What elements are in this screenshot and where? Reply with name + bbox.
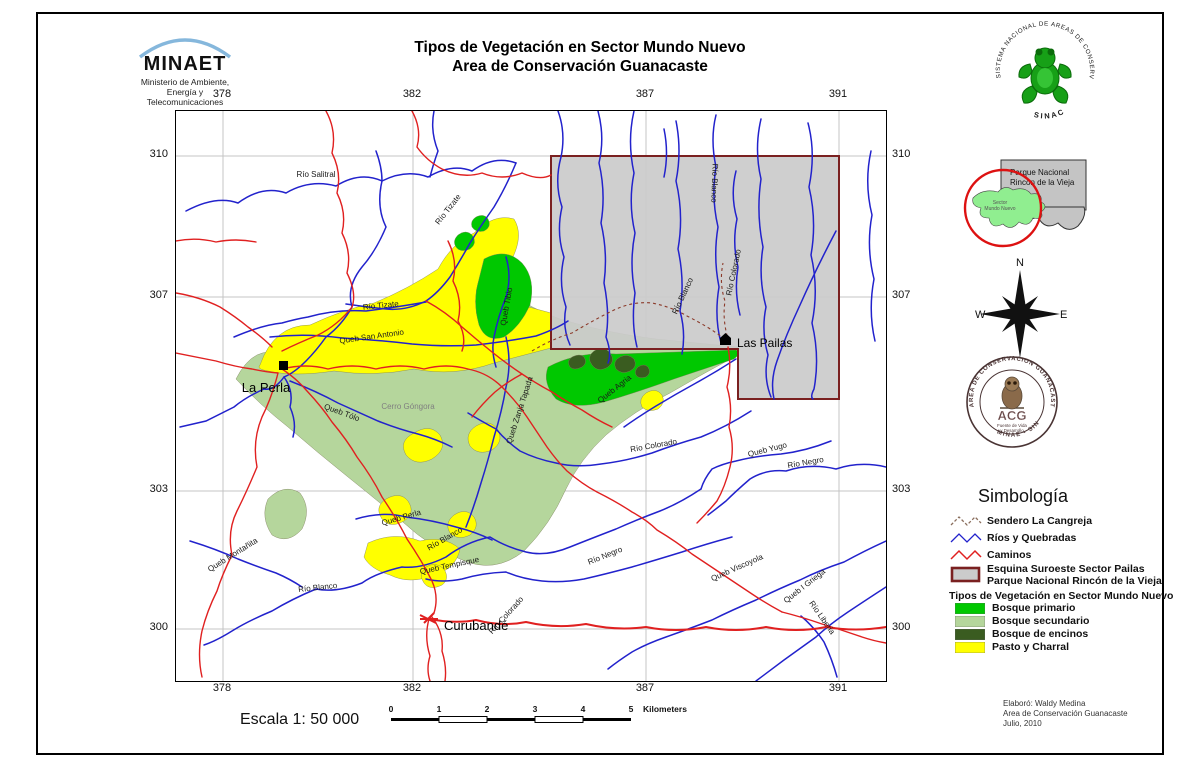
svg-text:3: 3 (533, 704, 538, 714)
scale-text: Escala 1: 50 000 (240, 711, 360, 728)
compass-main-star (980, 270, 1060, 358)
inset-sector-line1: Sector (993, 200, 1008, 206)
inset-locator-map: Parque Nacional Rincón de la Vieja Secto… (953, 146, 1138, 266)
scale-bar-ticks: 0 1 2 3 4 5 (389, 704, 634, 714)
x-tick-bottom-387: 387 (635, 682, 655, 694)
svg-text:1: 1 (437, 704, 442, 714)
scale-bar: 0 1 2 3 4 5 Kilometers (383, 700, 713, 739)
la-perla-label: La Perla (242, 380, 291, 395)
river-label: Río Negro (787, 455, 825, 470)
acg-motto-line2: y Desarrollo (1000, 428, 1024, 433)
y-tick-right-310: 310 (892, 148, 911, 160)
inset-label-line1: Parque Nacional (1010, 168, 1069, 177)
terrain-label: Cerro Góngora (381, 402, 435, 411)
secundario-swatch (955, 615, 985, 627)
la-perla-marker (279, 361, 288, 370)
encinos-swatch (955, 628, 985, 640)
owl-icon (1000, 376, 1024, 410)
x-tick-top-378: 378 (212, 88, 232, 100)
study-area-symbol-icon (950, 566, 981, 583)
river-label: Río Colorado (630, 437, 679, 454)
x-tick-top-382: 382 (402, 88, 422, 100)
veg-item-encinos: Bosque de encinos (955, 628, 1088, 640)
y-tick-left-300: 300 (149, 621, 168, 633)
frog-icon (1018, 47, 1072, 104)
map-canvas: Río Salitral Río Tizate Río Tizate Queb … (175, 110, 887, 682)
legend-item-study-area: Esquina Suroeste Sector Pailas Parque Na… (950, 563, 1162, 587)
vegetation-layer (235, 215, 739, 588)
inset-highlight-circle (963, 168, 1043, 248)
river-label: Queb I Griega (782, 567, 828, 605)
svg-text:5: 5 (629, 704, 634, 714)
x-tick-bottom-382: 382 (402, 682, 422, 694)
sinac-bottom-text: SINAC (1033, 107, 1067, 121)
river-label: Queb Montañita (206, 536, 260, 574)
river-label: Río Salitral (296, 170, 335, 179)
legend-item-rios: Ríos y Quebradas (950, 531, 1076, 545)
inset-label-line2: Rincón de la Vieja (1010, 178, 1075, 187)
legend-item-caminos: Caminos (950, 548, 1031, 562)
road-symbol-icon (950, 549, 982, 561)
svg-text:0: 0 (389, 704, 394, 714)
y-tick-right-300: 300 (892, 621, 911, 633)
y-tick-left-310: 310 (149, 148, 168, 160)
sinac-logo: SISTEMA NACIONAL DE AREAS DE CONSERVACIÓ… (977, 11, 1110, 133)
river-label: Queb Viscoyola (710, 552, 765, 583)
minaet-arc-icon (138, 38, 232, 59)
scale-bar-line (391, 718, 631, 721)
veg-item-secundario: Bosque secundario (955, 615, 1089, 627)
place-labels: La Perla Las Pailas Curubandé (242, 336, 793, 633)
page-border (36, 12, 1164, 755)
rivers-layer (179, 110, 887, 682)
svg-text:2: 2 (485, 704, 490, 714)
x-tick-bottom-391: 391 (828, 682, 848, 694)
veg-legend-title: Tipos de Vegetación en Sector Mundo Nuev… (949, 590, 1174, 602)
compass-w: W (975, 309, 986, 321)
compass-e: E (1060, 309, 1067, 321)
compass-n: N (1016, 257, 1024, 269)
trail-layer (531, 262, 730, 352)
curubande-label: Curubandé (444, 618, 508, 633)
inset-sector-line2: Mundo Nuevo (984, 206, 1015, 212)
river-label: Río Negro (586, 544, 624, 566)
page-title: Tipos de Vegetación en Sector Mundo Nuev… (414, 39, 746, 75)
veg-item-pasto: Pasto y Charral (955, 641, 1069, 653)
roads-layer (175, 110, 887, 682)
primario-swatch (955, 602, 985, 614)
las-pailas-label: Las Pailas (737, 336, 792, 350)
legend-title: Simbología (978, 486, 1069, 506)
compass-rose: N S W E (972, 256, 1068, 377)
x-tick-bottom-378: 378 (212, 682, 232, 694)
y-tick-left-307: 307 (149, 289, 168, 301)
credits: Elaboró: Waldy Medina Area de Conservaci… (1003, 699, 1128, 728)
legend-item-sendero: Sendero La Cangreja (950, 514, 1092, 528)
place-markers (279, 333, 731, 624)
minaet-logo: MINAET Ministerio de Ambiente, Energía y… (95, 33, 275, 107)
x-tick-top-387: 387 (635, 88, 655, 100)
acg-motto-line1: Fuente de Vida (997, 423, 1027, 428)
x-tick-top-391: 391 (828, 88, 848, 100)
svg-text:4: 4 (581, 704, 586, 714)
veg-item-primario: Bosque primario (955, 602, 1075, 614)
river-label: Río Blanco (709, 163, 719, 203)
river-label: Río Blanco (298, 581, 338, 594)
river-label: Río Tizate (433, 192, 463, 226)
river-label: Río Tizate (362, 299, 399, 312)
minaet-name: MINAET (143, 53, 227, 75)
y-tick-left-303: 303 (149, 483, 168, 495)
curubande-marker (419, 612, 438, 624)
acg-seal: AREA DE CONSERVACION GUANACASTE MINAE - … (959, 348, 1062, 457)
acg-center-text: ACG (998, 408, 1027, 423)
las-pailas-marker (720, 333, 731, 345)
river-symbol-icon (950, 533, 982, 543)
scale-bar-unit: Kilometers (643, 704, 687, 714)
y-tick-right-307: 307 (892, 289, 911, 301)
y-tick-right-303: 303 (892, 483, 911, 495)
minaet-subtitle: Ministerio de Ambiente, Energía y Teleco… (140, 77, 230, 107)
study-area-rectangle (550, 155, 840, 400)
trail-symbol-icon (950, 516, 982, 526)
pasto-swatch (955, 641, 985, 653)
